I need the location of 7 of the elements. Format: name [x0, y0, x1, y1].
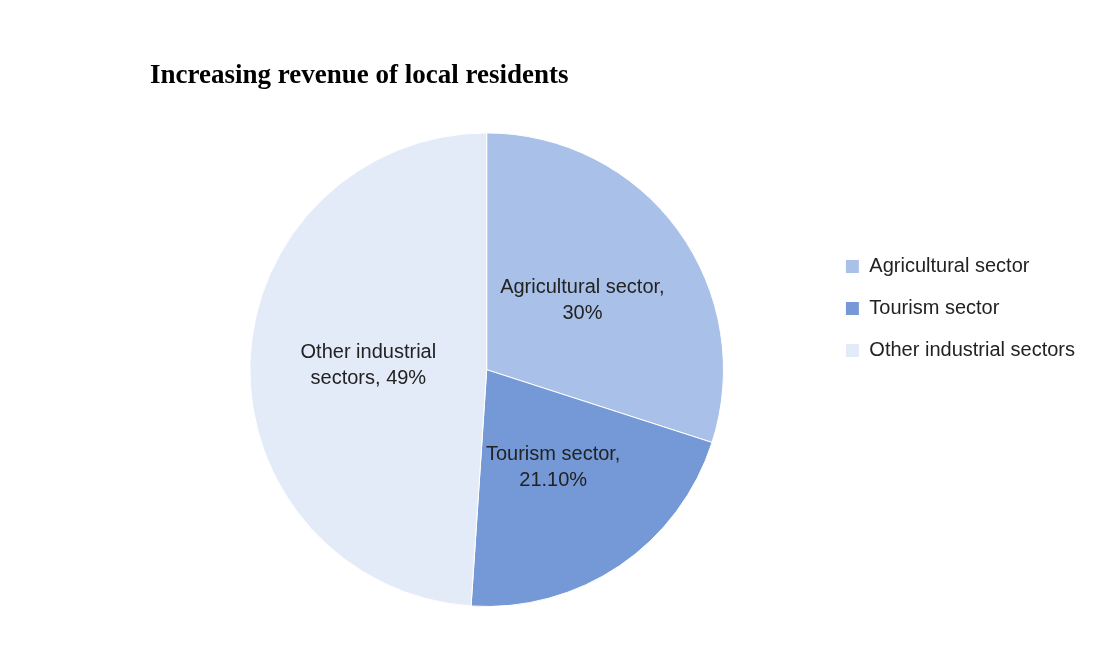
legend-label: Agricultural sector [869, 254, 1030, 277]
data-label: Agricultural sector, 30% [500, 274, 665, 323]
legend-label: Tourism sector [869, 296, 1000, 319]
data-label: Other industrial sectors, 49% [300, 340, 437, 389]
legend-label: Other industrial sectors [869, 338, 1076, 361]
chart-title: Increasing revenue of local residents [150, 59, 569, 90]
data-label: Tourism sector, 21.10% [485, 442, 621, 491]
